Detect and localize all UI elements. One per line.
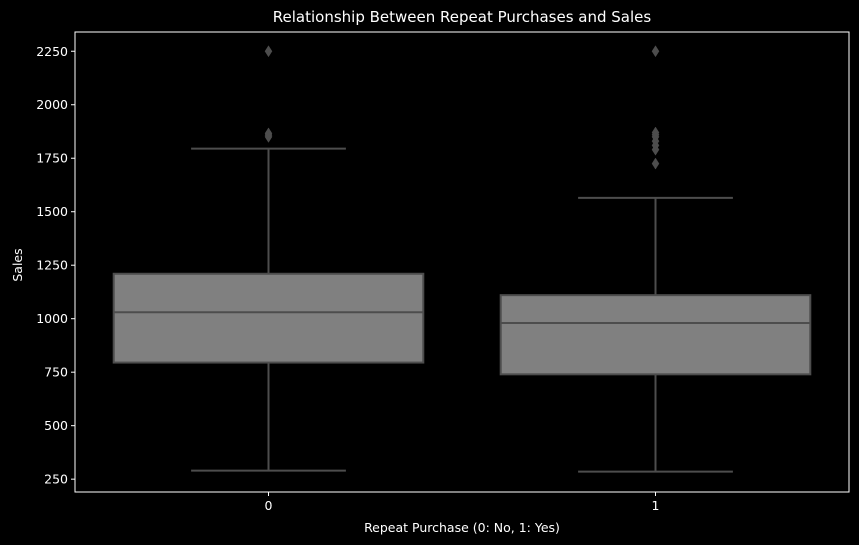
box-group-0 — [112, 45, 425, 472]
box-group-1 — [499, 45, 812, 473]
outlier-point — [264, 127, 273, 140]
y-tick-label: 1000 — [36, 311, 68, 326]
y-axis-label: Sales — [10, 248, 25, 281]
y-tick-label: 1500 — [36, 204, 68, 219]
x-tick-label: 1 — [652, 498, 660, 513]
plot-frame — [74, 31, 850, 493]
x-tick-label: 0 — [265, 498, 273, 513]
y-tick-label: 2250 — [36, 44, 68, 59]
outlier-point — [264, 45, 273, 58]
box-iqr — [499, 294, 812, 376]
y-tick-label: 1250 — [36, 258, 68, 273]
outlier-point — [651, 126, 660, 139]
box-iqr — [112, 272, 425, 364]
y-tick-label: 1750 — [36, 151, 68, 166]
y-tick-label: 2000 — [36, 97, 68, 112]
y-axis: 250 500 750 1000 1250 1500 1750 2000 2250 — [36, 44, 75, 487]
y-tick-label: 750 — [44, 365, 68, 380]
outlier-point — [651, 157, 660, 170]
chart-title: Relationship Between Repeat Purchases an… — [273, 8, 652, 26]
y-tick-label: 250 — [44, 472, 68, 487]
x-axis-label: Repeat Purchase (0: No, 1: Yes) — [364, 520, 560, 535]
y-tick-label: 500 — [44, 418, 68, 433]
outlier-point — [651, 45, 660, 58]
boxes-layer — [112, 45, 812, 473]
